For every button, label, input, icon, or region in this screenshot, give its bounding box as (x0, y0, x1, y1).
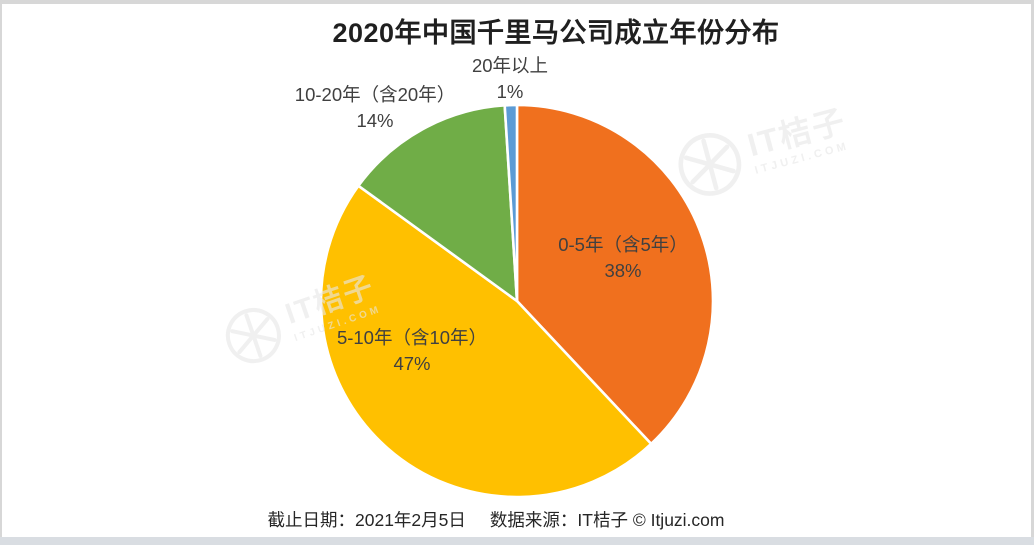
slice-label-text: 20年以上 (471, 55, 549, 76)
slice-pct-text: 1% (496, 81, 524, 102)
chart-footer: 截止日期：2021年2月5日 数据来源：IT桔子 © Itjuzi.com (0, 507, 992, 532)
frame-edge-bottom (0, 537, 1034, 545)
frame-edge-right (1031, 0, 1034, 545)
footer-data-source: 数据来源：IT桔子 © Itjuzi.com (489, 510, 725, 530)
footer-cutoff-date: 截止日期：2021年2月5日 (267, 510, 466, 530)
slice-label-over-20-years: 20年以上 1% (380, 53, 640, 105)
slice-label-5-10-years: 5-10年（含10年） 47% (282, 325, 542, 377)
slice-label-0-5-years: 0-5年（含5年） 38% (493, 232, 753, 284)
itjuzi-orange-slice-icon (225, 308, 281, 364)
chart-title: 2020年中国千里马公司成立年份分布 (332, 18, 780, 48)
pie-chart (319, 103, 715, 499)
slice-pct-text: 14% (356, 110, 394, 131)
slice-pct-text: 47% (393, 353, 431, 374)
pie-slice-2 (357, 104, 519, 303)
watermark-brand-text: IT桔子 (743, 102, 851, 164)
pie-slice-1 (319, 184, 653, 499)
pie-slice-3 (503, 103, 519, 303)
frame-edge-left (0, 0, 2, 545)
slice-pct-text: 38% (604, 260, 642, 281)
watermark-domain-text: ITJUZI.COM (753, 139, 851, 177)
slice-label-text: 10-20年（含20年） (294, 84, 456, 105)
pie-slice-0 (515, 103, 715, 446)
slice-label-text: 0-5年（含5年） (558, 234, 688, 255)
frame-edge-top (0, 0, 1034, 4)
slice-label-10-20-years: 10-20年（含20年） 14% (245, 82, 505, 134)
slice-label-text: 5-10年（含10年） (336, 327, 488, 348)
